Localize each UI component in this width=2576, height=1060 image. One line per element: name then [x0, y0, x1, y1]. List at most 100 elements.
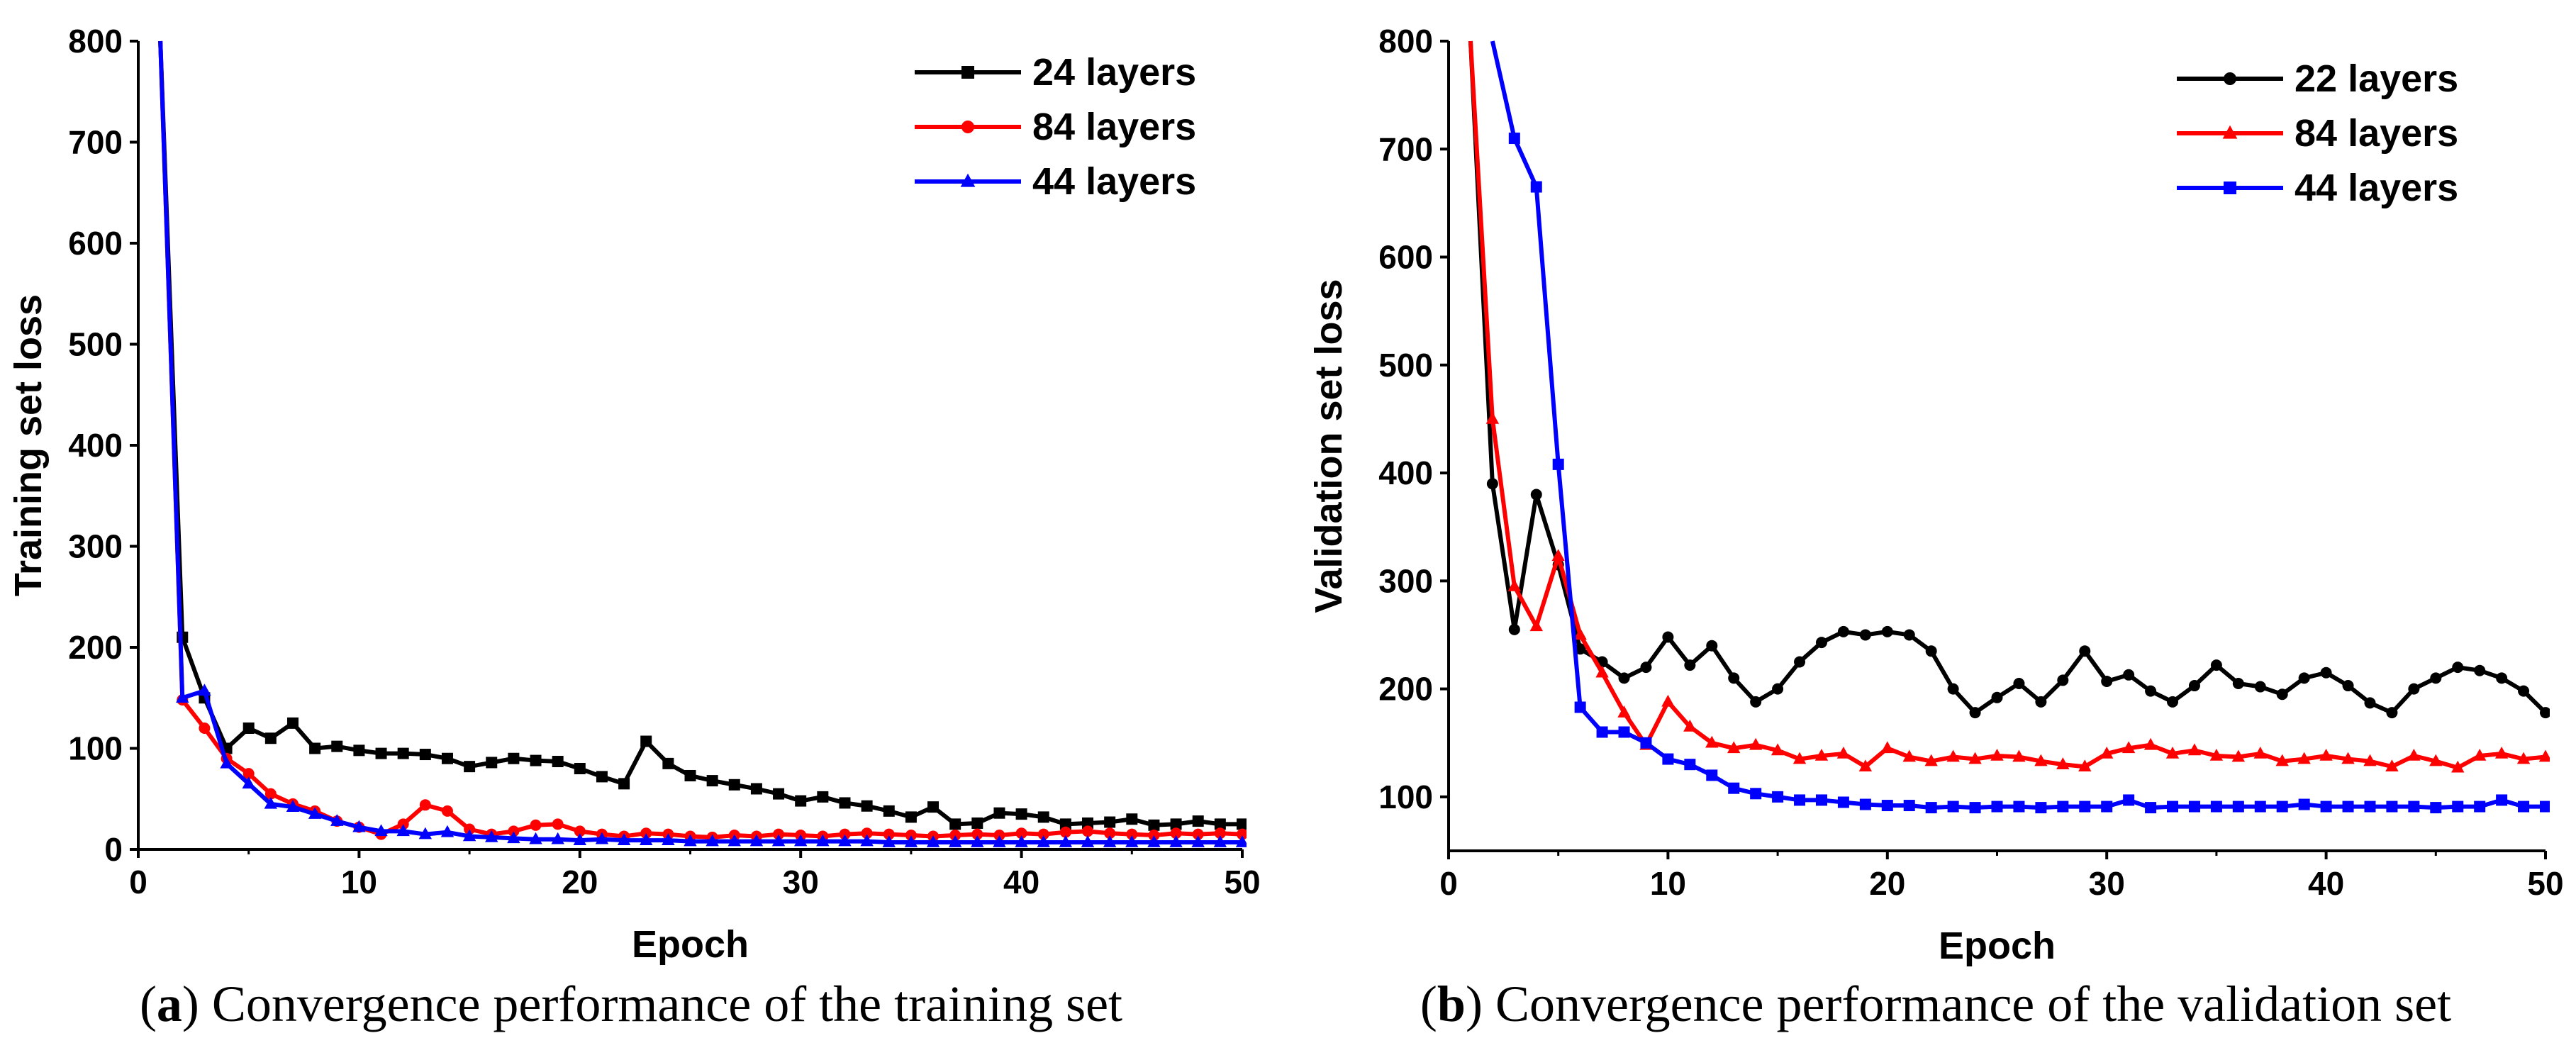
data-point: [1485, 411, 1500, 424]
data-point: [331, 740, 343, 752]
x-tick-label: 10: [1650, 865, 1686, 902]
data-point: [2451, 760, 2465, 773]
y-tick-label: 200: [68, 629, 123, 666]
x-tick-label: 30: [2089, 865, 2125, 902]
data-point: [2430, 802, 2442, 814]
data-point: [1991, 691, 2003, 703]
data-point: [2013, 677, 2025, 689]
data-point: [839, 797, 851, 809]
data-point: [1640, 662, 1652, 674]
data-point: [1574, 643, 1586, 655]
data-point: [2145, 802, 2157, 814]
data-point: [706, 834, 719, 847]
series-0-24-layers: [158, 40, 1247, 831]
data-point: [264, 796, 278, 809]
y-tick-label: 300: [1378, 562, 1433, 599]
data-point: [440, 825, 455, 837]
legend: 22 layers 84 layers 44 layers: [2177, 57, 2458, 209]
data-point: [640, 735, 652, 747]
data-point: [2516, 752, 2531, 764]
data-point: [1706, 769, 1718, 781]
chart-validation-loss: 0 10 20 30 40 50 100 200 300 400 500 600 700 800 Epoch…: [1307, 23, 2564, 967]
data-point: [662, 833, 675, 845]
data-point: [993, 807, 1005, 819]
data-point: [486, 757, 498, 769]
series-line: [1490, 40, 2546, 810]
data-point: [2518, 800, 2530, 813]
data-point: [530, 819, 542, 831]
y-tick-label: 800: [1378, 23, 1433, 60]
data-point: [574, 763, 586, 774]
data-point: [2320, 800, 2332, 813]
data-point: [464, 761, 476, 773]
data-point: [2057, 800, 2069, 813]
legend-marker: [2222, 125, 2238, 139]
caption-b-letter: b: [1437, 976, 1466, 1032]
data-point: [1618, 726, 1630, 738]
data-point: [2538, 749, 2550, 762]
y-tick-label: 0: [104, 831, 123, 868]
x-tick-label: 40: [1003, 864, 1039, 900]
data-point: [727, 834, 741, 847]
data-point: [286, 717, 299, 729]
y-tick-label: 100: [1378, 779, 1433, 815]
x-tick-label: 20: [562, 864, 598, 900]
data-point: [2297, 752, 2311, 764]
data-point: [2364, 800, 2376, 813]
data-point: [441, 805, 453, 817]
data-point: [2474, 664, 2486, 676]
data-point: [1191, 835, 1205, 847]
data-point: [1059, 835, 1073, 847]
data-point: [1192, 815, 1204, 827]
data-point: [1836, 746, 1851, 759]
data-point: [1684, 759, 1696, 771]
data-point: [1772, 683, 1784, 695]
data-point: [2496, 794, 2508, 806]
data-point: [1015, 835, 1028, 847]
data-point: [1618, 672, 1630, 684]
data-point: [1706, 640, 1718, 652]
data-point: [198, 684, 211, 696]
data-point: [1771, 743, 1785, 756]
data-point: [2342, 680, 2354, 692]
data-point: [397, 747, 409, 759]
caption-a-text: Convergence performance of the training …: [211, 976, 1123, 1032]
data-point: [684, 834, 697, 847]
data-point: [2385, 759, 2399, 772]
data-point: [640, 833, 653, 845]
data-point: [1859, 798, 1871, 810]
data-point: [309, 742, 321, 754]
data-point: [1815, 794, 1827, 806]
data-point: [2452, 662, 2464, 674]
data-point: [2165, 746, 2180, 759]
data-point: [220, 756, 233, 769]
data-point: [773, 788, 785, 800]
data-point: [971, 817, 983, 829]
data-point: [1530, 489, 1542, 501]
data-point: [396, 824, 410, 837]
data-point: [1104, 827, 1116, 839]
data-point: [1880, 741, 1894, 754]
data-point: [1551, 549, 1565, 562]
data-point: [2496, 672, 2508, 684]
data-point: [2210, 659, 2222, 671]
data-point: [817, 791, 829, 803]
legend-marker: [2224, 182, 2236, 194]
data-point: [617, 833, 631, 845]
data-point: [1750, 696, 1762, 708]
data-point: [2035, 696, 2047, 708]
data-point: [2012, 749, 2026, 762]
data-point: [1925, 802, 1937, 814]
data-point: [2386, 707, 2398, 719]
data-point: [706, 775, 718, 787]
data-point: [1082, 817, 1094, 829]
data-point: [816, 834, 830, 847]
data-point: [1903, 629, 1915, 641]
data-point: [1903, 800, 1915, 812]
data-point: [1148, 819, 1160, 831]
legend-marker: [960, 173, 976, 187]
data-point: [1170, 818, 1182, 830]
data-point: [2298, 798, 2310, 810]
chart-training-loss: 0 10 20 30 40 500100200300400500600700800Epoc…: [7, 23, 1261, 966]
data-point: [2187, 743, 2202, 756]
